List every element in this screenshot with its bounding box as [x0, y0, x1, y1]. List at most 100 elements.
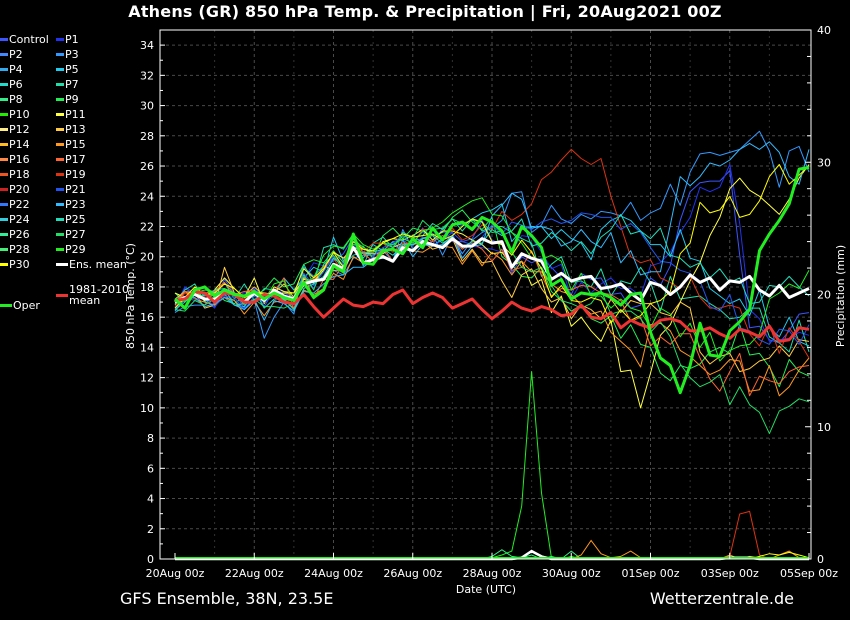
x-tick-label: 03Sep 00z — [701, 567, 759, 580]
chart-title: Athens (GR) 850 hPa Temp. & Precipitatio… — [128, 2, 722, 21]
series-line-p11 — [174, 164, 810, 409]
legend-item: P7 — [56, 77, 79, 91]
legend-label: P26 — [9, 227, 30, 241]
y2-tick-label: 0 — [817, 553, 824, 566]
legend-swatch — [0, 37, 8, 41]
legend-swatch — [0, 67, 8, 71]
y2-axis-label: Precipitation (mm) — [834, 245, 847, 347]
legend-label: P3 — [65, 47, 79, 61]
legend-item: P5 — [56, 62, 79, 76]
legend-label: P20 — [9, 182, 30, 196]
legend-swatch — [56, 247, 64, 251]
legend-label: 1981-2010 mean — [69, 283, 129, 307]
legend-swatch — [56, 97, 64, 101]
legend-item: P19 — [56, 167, 86, 181]
y-axis-right: 0 10 20 30 40 — [805, 24, 831, 566]
legend-item: P6 — [0, 77, 23, 91]
legend-item: P30 — [0, 257, 30, 271]
legend-swatch — [0, 82, 8, 86]
legend-label: P29 — [65, 242, 86, 256]
y-tick-label: 14 — [140, 341, 154, 354]
legend-item: P11 — [56, 107, 86, 121]
y-tick-label: 24 — [140, 190, 154, 203]
y-tick-label: 10 — [140, 402, 154, 415]
legend-swatch — [0, 303, 12, 307]
y-tick-label: 16 — [140, 311, 154, 324]
series-line-p1 — [174, 164, 810, 342]
legend-swatch — [56, 262, 68, 266]
legend-item: P22 — [0, 197, 30, 211]
legend-label: P16 — [9, 152, 30, 166]
legend-swatch — [56, 157, 64, 161]
legend-item: P24 — [0, 212, 30, 226]
y-tick-label: 8 — [147, 432, 154, 445]
legend-item: P1 — [56, 32, 79, 46]
legend-swatch — [0, 262, 8, 266]
legend-swatch — [0, 157, 8, 161]
legend-label: Control — [9, 32, 49, 46]
legend-item: P18 — [0, 167, 30, 181]
legend-label: P10 — [9, 107, 30, 121]
legend-label: P12 — [9, 122, 30, 136]
legend-item: P9 — [56, 92, 79, 106]
series-line-p29 — [174, 197, 810, 362]
y2-tick-label: 20 — [817, 289, 831, 302]
legend-item: Ens. mean — [56, 257, 127, 271]
y-tick-label: 30 — [140, 100, 154, 113]
legend-swatch — [56, 293, 68, 297]
legend-label: P28 — [9, 242, 30, 256]
x-axis: 20Aug 00z 22Aug 00z 24Aug 00z 26Aug 00z 28Au… — [146, 553, 838, 580]
y2-tick-label: 40 — [817, 24, 831, 37]
y-tick-label: 26 — [140, 160, 154, 173]
legend-item: P10 — [0, 107, 30, 121]
legend-swatch — [0, 187, 8, 191]
legend-item: P26 — [0, 227, 30, 241]
y2-tick-label: 30 — [817, 156, 831, 169]
legend-item: P15 — [56, 137, 86, 151]
legend-item: P27 — [56, 227, 86, 241]
legend-label: P19 — [65, 167, 86, 181]
x-tick-label: 20Aug 00z — [146, 567, 205, 580]
legend-item: P17 — [56, 152, 86, 166]
legend-item: P8 — [0, 92, 23, 106]
legend-label: P11 — [65, 107, 86, 121]
legend-item: 1981-2010 mean — [56, 284, 129, 306]
legend-item: P16 — [0, 152, 30, 166]
legend-label: P24 — [9, 212, 30, 226]
legend-item: P13 — [56, 122, 86, 136]
legend-swatch — [0, 112, 8, 116]
legend-swatch — [56, 142, 64, 146]
legend-label: P6 — [9, 77, 23, 91]
y-tick-label: 20 — [140, 251, 154, 264]
legend-label: P7 — [65, 77, 79, 91]
legend-label: Oper — [13, 298, 40, 312]
legend-swatch — [0, 52, 8, 56]
legend-swatch — [56, 112, 64, 116]
y-tick-label: 4 — [147, 493, 154, 506]
y-tick-label: 18 — [140, 281, 154, 294]
y-tick-label: 0 — [147, 553, 154, 566]
legend-label: P17 — [65, 152, 86, 166]
y-tick-label: 28 — [140, 130, 154, 143]
legend-item: Oper — [0, 298, 40, 312]
legend-label: P2 — [9, 47, 23, 61]
legend-item: P3 — [56, 47, 79, 61]
legend-item: P12 — [0, 122, 30, 136]
legend-swatch — [56, 52, 64, 56]
legend-swatch — [56, 202, 64, 206]
legend-label: P25 — [65, 212, 86, 226]
legend-swatch — [56, 217, 64, 221]
y-tick-label: 32 — [140, 69, 154, 82]
series-line-1981-2010-mean — [174, 288, 810, 343]
x-axis-label: Date (UTC) — [456, 583, 516, 596]
source-credit: Wetterzentrale.de — [649, 589, 794, 608]
legend-swatch — [0, 217, 8, 221]
x-tick-label: 24Aug 00z — [304, 567, 363, 580]
legend-swatch — [0, 127, 8, 131]
legend-swatch — [0, 172, 8, 176]
legend-item: P14 — [0, 137, 30, 151]
legend-label: P15 — [65, 137, 86, 151]
series-line-p23 — [174, 141, 810, 321]
legend-swatch — [0, 142, 8, 146]
